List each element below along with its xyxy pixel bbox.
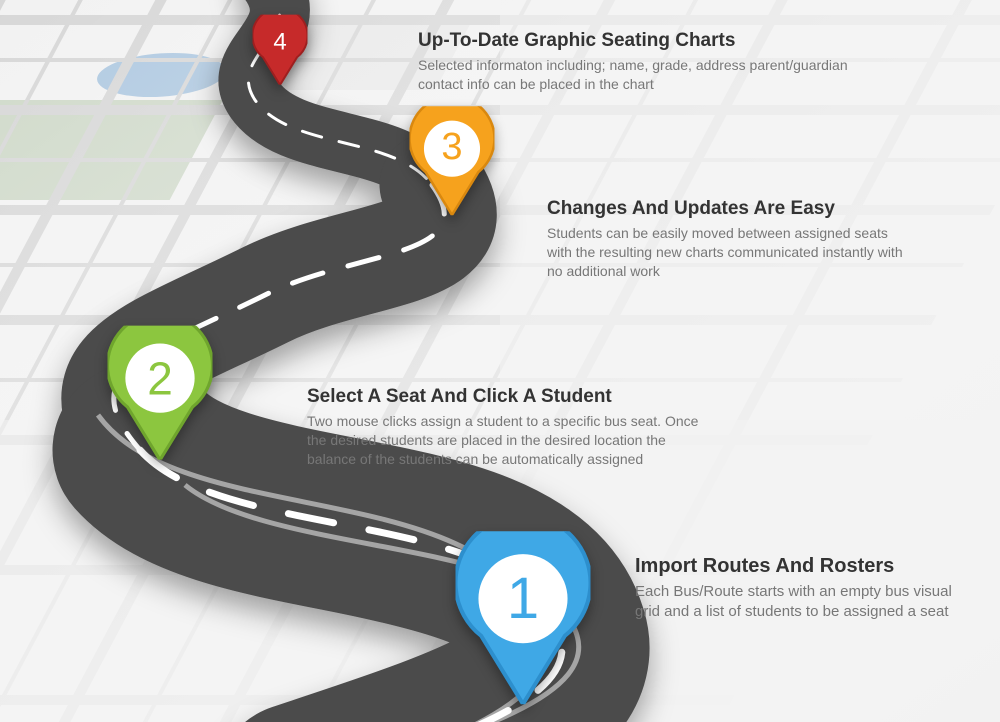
step-1-body: Each Bus/Route starts with an empty bus … [635, 582, 975, 623]
step-3-body: Students can be easily moved between ass… [547, 224, 907, 281]
step-3-title: Changes And Updates Are Easy [547, 198, 907, 220]
pin-3: 3 [410, 106, 495, 215]
pin-2-number: 2 [147, 351, 173, 405]
pin-1: 1 [456, 531, 591, 704]
step-1: Import Routes And Rosters Each Bus/Route … [635, 555, 975, 623]
pin-4-number: 4 [273, 28, 286, 56]
step-2-body: Two mouse clicks assign a student to a s… [307, 412, 717, 469]
step-4: Up-To-Date Graphic Seating Charts Selecte… [418, 30, 888, 94]
pin-3-number: 3 [441, 127, 462, 170]
step-1-title: Import Routes And Rosters [635, 555, 975, 578]
pin-4: 4 [253, 15, 308, 85]
step-4-body: Selected informaton including; name, gra… [418, 56, 888, 94]
step-4-title: Up-To-Date Graphic Seating Charts [418, 30, 888, 52]
step-2-title: Select A Seat And Click A Student [307, 386, 717, 408]
step-3: Changes And Updates Are Easy Students can… [547, 198, 907, 281]
step-2: Select A Seat And Click A Student Two mou… [307, 386, 717, 469]
pin-1-number: 1 [507, 565, 539, 632]
pin-2: 2 [108, 326, 213, 460]
